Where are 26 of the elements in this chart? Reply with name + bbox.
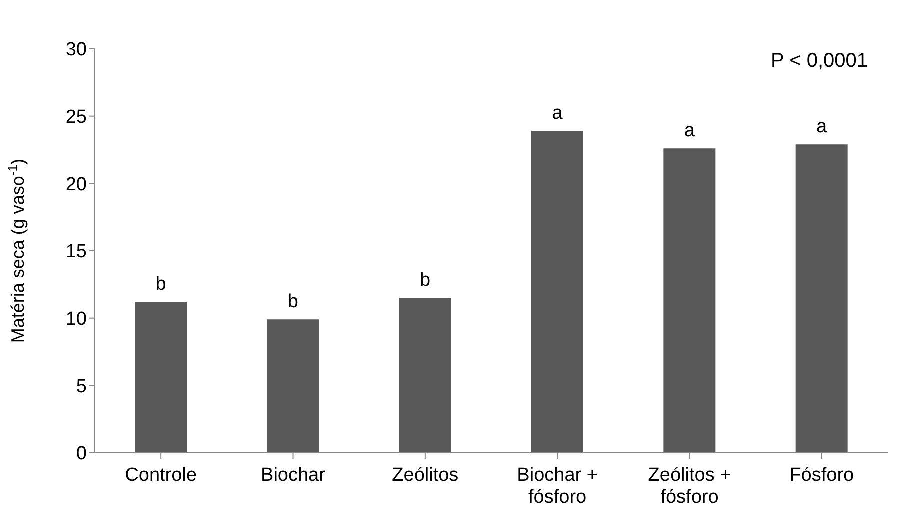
annotation: a (684, 120, 696, 142)
bar (399, 298, 452, 453)
y-tick-label: 0 (76, 444, 87, 465)
annotation: b (156, 274, 166, 296)
y-tick-label: 5 (76, 376, 87, 398)
annotation: P < 0,0001 (771, 50, 868, 73)
x-tick-label: Zeólitos + fósforo (648, 465, 732, 508)
annotation: b (288, 292, 298, 313)
x-tick-label: Zeólitos (392, 465, 459, 486)
y-tick-label: 20 (66, 174, 87, 196)
bar (135, 302, 187, 453)
y-tick-label: 15 (66, 242, 87, 263)
x-tick-label: Fósforo (790, 465, 854, 486)
annotation: a (552, 103, 564, 124)
bar (267, 320, 320, 453)
bar (532, 131, 584, 453)
x-tick-label: Biochar + fósforo (517, 465, 598, 508)
y-tick-label: 25 (66, 107, 87, 128)
bar (664, 148, 716, 453)
x-tick-label: Controle (125, 465, 197, 486)
x-tick-label: Biochar (261, 465, 326, 486)
annotation: b (420, 270, 431, 292)
y-tick-label: 10 (66, 309, 87, 330)
annotation: a (816, 116, 828, 138)
y-tick-label: 30 (66, 40, 87, 61)
bar (796, 144, 848, 453)
